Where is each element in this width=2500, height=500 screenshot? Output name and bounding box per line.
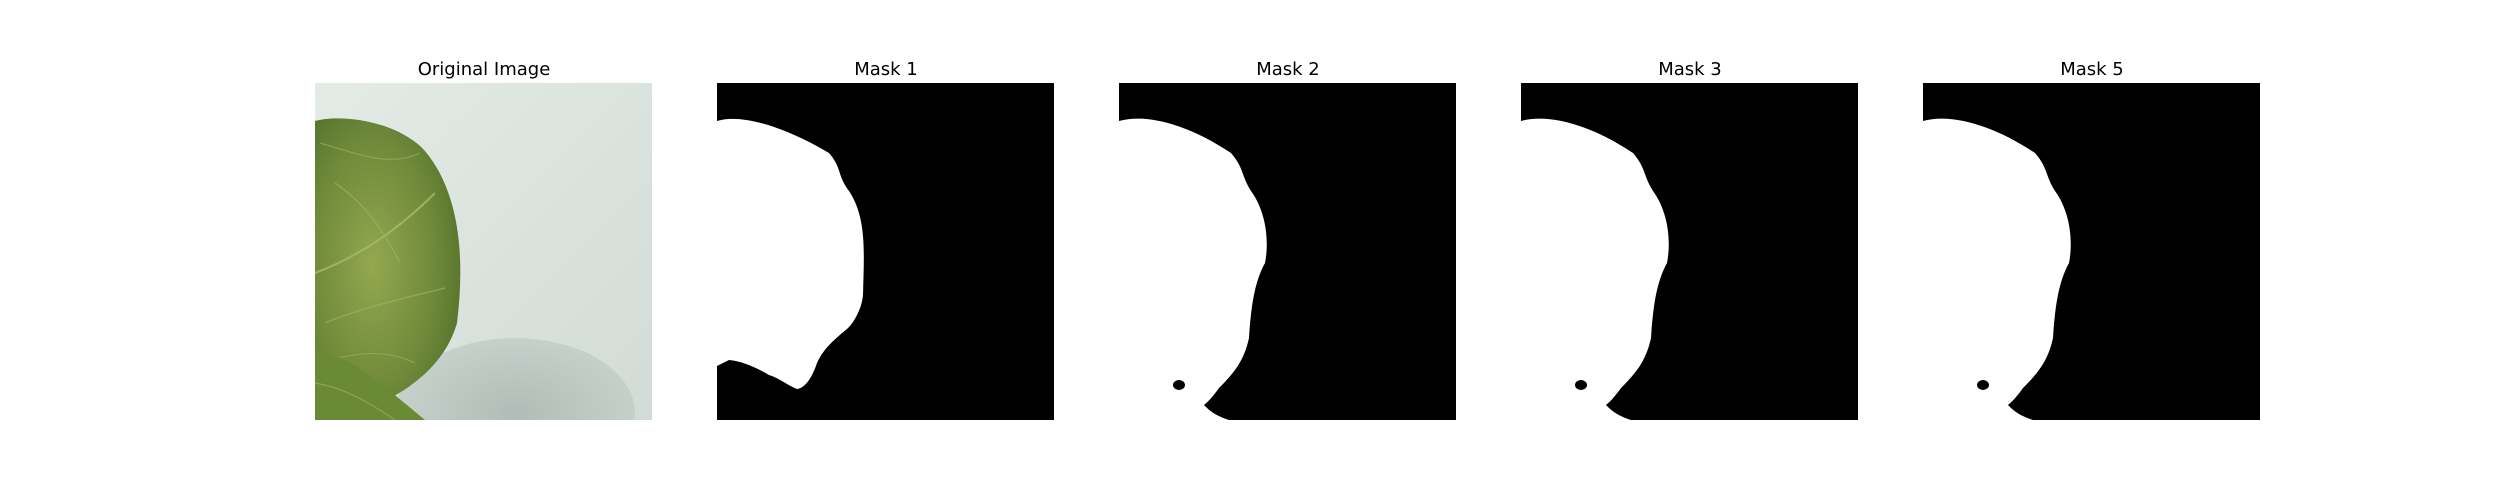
mask-5-image (1923, 83, 2260, 420)
panel-title: Mask 5 (2060, 59, 2124, 80)
panel-mask-2: Mask 2 (1118, 57, 1458, 420)
mask-blob (1575, 380, 1587, 390)
mask-3-image (1521, 83, 1858, 420)
panel-mask-5: Mask 5 (1922, 57, 2262, 420)
panel-title: Mask 1 (854, 59, 918, 80)
mask-2-image (1119, 83, 1456, 420)
mask-foreground (717, 118, 864, 390)
panel-title: Mask 2 (1256, 59, 1320, 80)
mask-blob (1977, 380, 1989, 390)
leaf-small (315, 351, 425, 420)
leaf-shadow (395, 338, 635, 420)
panel-mask-3: Mask 3 (1520, 57, 1860, 420)
leaf-large (315, 118, 461, 412)
panel-title: Original Image (417, 59, 551, 80)
original-image (315, 83, 652, 420)
leaf-vein-main (315, 192, 436, 274)
mask-blob (1173, 380, 1185, 390)
mask-foreground (1923, 118, 2071, 420)
panel-title: Mask 3 (1658, 59, 1722, 80)
mask-foreground (1521, 118, 1669, 420)
panel-original-image: Original Image (314, 57, 654, 420)
panel-mask-1: Mask 1 (716, 57, 1056, 420)
mask-foreground (1119, 118, 1267, 420)
mask-1-image (717, 83, 1054, 420)
